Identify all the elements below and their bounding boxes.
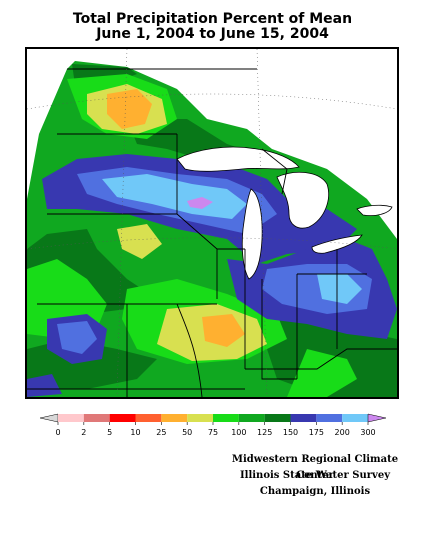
region-50-north — [107, 89, 152, 129]
credit-center: Midwestern Regional Climate Center — [231, 454, 399, 481]
map-title: Total Precipitation Percent of Mean — [72, 11, 353, 27]
region-300-band — [102, 174, 247, 219]
lake-michigan — [241, 188, 263, 280]
legend-tick-label: 10 — [130, 428, 140, 437]
legend-tick-label: 0 — [55, 428, 60, 437]
lake-ontario — [356, 204, 393, 216]
state-borders — [27, 68, 397, 397]
legend-tick-label: 75 — [208, 428, 218, 437]
legend-swatch — [109, 414, 136, 422]
legend-swatch — [238, 414, 265, 422]
region-over300 — [187, 197, 213, 209]
region-175-sw — [27, 374, 62, 397]
legend-tick-label: 125 — [257, 428, 272, 437]
credit-survey: Illinois State Water Survey — [239, 470, 391, 481]
legend-swatch — [213, 414, 239, 422]
map-date-range: June 1, 2004 to June 15, 2004 — [96, 26, 329, 42]
lake-erie — [311, 234, 363, 254]
legend-swatch — [161, 414, 188, 422]
legend-tick-label: 2 — [81, 428, 86, 437]
legend-swatch — [342, 414, 368, 422]
legend-tick-label: 175 — [309, 428, 324, 437]
legend-tick-label: 25 — [156, 428, 166, 437]
legend-tick-label: 300 — [360, 428, 375, 437]
legend-over-arrow — [367, 413, 387, 423]
legend-tick-label: 5 — [107, 428, 112, 437]
region-200-west — [57, 321, 97, 354]
legend-swatch — [135, 414, 162, 422]
legend-swatch — [187, 414, 213, 422]
legend-swatch — [290, 414, 317, 422]
legend-swatch — [83, 414, 110, 422]
region-75-pocket — [117, 224, 162, 259]
region-300-east — [317, 274, 362, 304]
legend-tick-label: 200 — [335, 428, 350, 437]
legend-swatch — [316, 414, 343, 422]
legend-swatch — [264, 414, 291, 422]
precipitation-map — [25, 47, 399, 399]
legend-tick-label: 150 — [283, 428, 298, 437]
region-50-central — [202, 314, 245, 347]
legend-swatch — [58, 414, 84, 422]
graticule — [27, 49, 397, 397]
lake-huron — [276, 171, 329, 229]
region-100-se — [287, 349, 357, 397]
legend-under-arrow — [39, 413, 59, 423]
credit-location: Champaign, Illinois — [259, 486, 371, 497]
legend-tick-label: 50 — [182, 428, 192, 437]
lake-superior — [176, 146, 300, 172]
legend-tick-label: 100 — [231, 428, 246, 437]
color-legend: 0 2 5 10 25 50 75 100 125 150 175 200 300 — [38, 412, 388, 442]
